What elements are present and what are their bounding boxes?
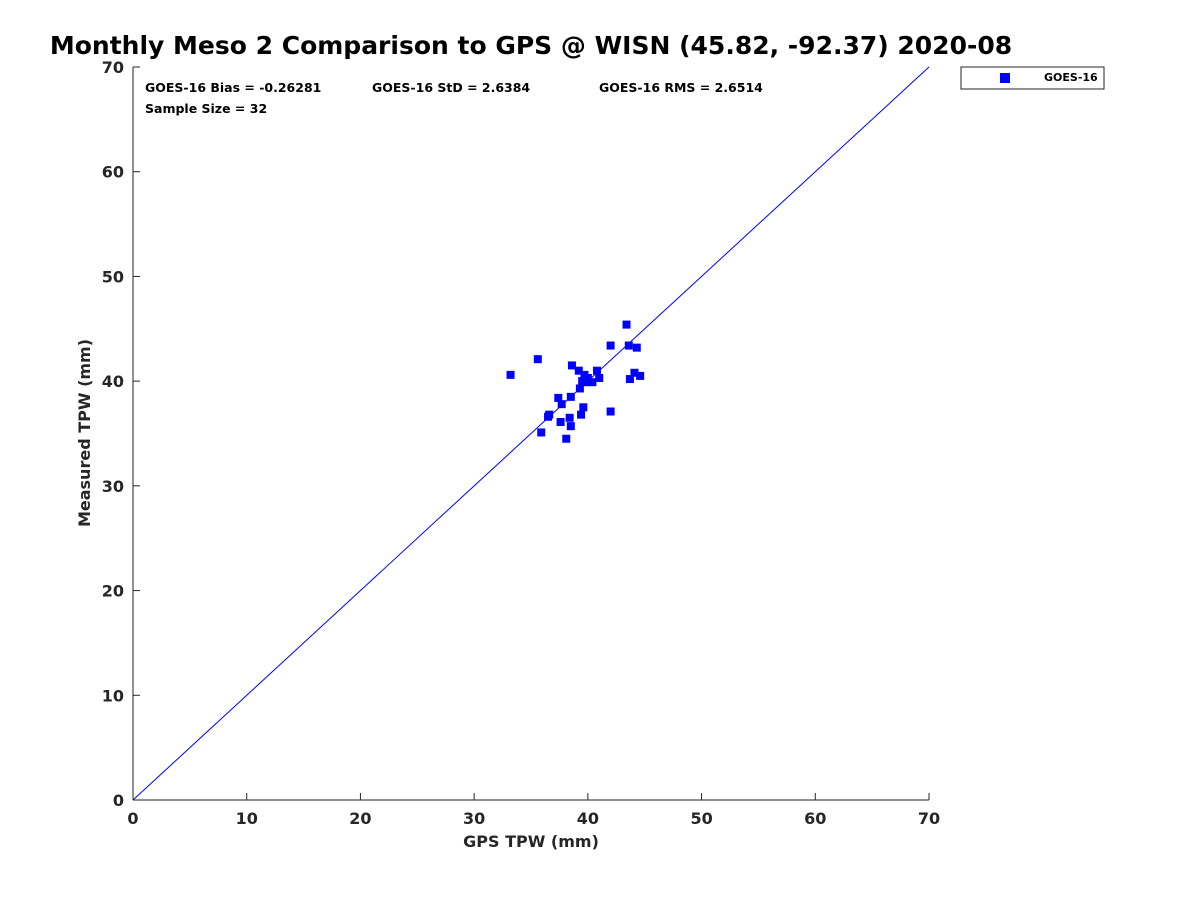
- x-tick-label-5: 50: [690, 809, 712, 828]
- x-axis-label: GPS TPW (mm): [463, 832, 599, 851]
- y-tick-label-3: 30: [102, 477, 124, 496]
- data-point-0-14: [575, 384, 584, 393]
- data-point-0-4: [545, 410, 554, 419]
- rms-stat: GOES-16 RMS = 2.6514: [599, 80, 763, 95]
- y-tick-label-6: 60: [102, 163, 124, 182]
- sample-size-stat: Sample Size = 32: [145, 101, 267, 116]
- data-point-0-25: [606, 341, 615, 350]
- data-point-0-13: [574, 366, 583, 375]
- data-point-0-17: [579, 403, 588, 412]
- y-axis-ticks: 0 10 20 30 40 50 60 70: [102, 58, 140, 810]
- bias-stat: GOES-16 Bias = -0.26281: [145, 80, 321, 95]
- data-points: [506, 320, 645, 443]
- x-tick-label-3: 30: [463, 809, 485, 828]
- data-point-0-11: [566, 392, 575, 401]
- x-tick-label-7: 70: [918, 809, 940, 828]
- x-axis-ticks: 0 10 20 30 40 50 60 70: [127, 793, 940, 828]
- data-point-0-20: [583, 374, 592, 383]
- y-tick-label-1: 10: [102, 686, 124, 705]
- data-point-0-30: [632, 343, 641, 352]
- x-tick-label-1: 10: [236, 809, 258, 828]
- data-point-0-12: [567, 361, 576, 370]
- legend: GOES-16: [960, 66, 1105, 90]
- data-point-0-23: [595, 374, 604, 383]
- y-tick-label-7: 70: [102, 58, 124, 77]
- data-point-0-1: [533, 355, 542, 364]
- data-point-0-22: [592, 366, 601, 375]
- data-point-0-29: [630, 368, 639, 377]
- x-tick-label-4: 40: [577, 809, 599, 828]
- data-point-0-0: [506, 370, 515, 379]
- data-point-0-24: [606, 407, 615, 416]
- data-point-0-6: [556, 417, 565, 426]
- data-point-0-2: [537, 428, 546, 437]
- data-point-0-8: [562, 434, 571, 443]
- y-axis-label: Measured TPW (mm): [75, 339, 94, 527]
- legend-entry-goes-16: GOES-16: [1044, 71, 1098, 84]
- plot-area: 0 10 20 30 40 50 60 70 0 10 20 30 40 50 60 70: [102, 58, 940, 828]
- std-stat: GOES-16 StD = 2.6384: [372, 80, 530, 95]
- data-point-0-28: [625, 375, 634, 384]
- legend-box: [960, 66, 1105, 90]
- data-point-0-19: [581, 378, 590, 387]
- y-tick-label-4: 40: [102, 372, 124, 391]
- data-point-0-31: [636, 371, 645, 380]
- data-point-0-21: [588, 378, 597, 387]
- data-point-0-15: [577, 410, 586, 419]
- y-tick-label-2: 20: [102, 582, 124, 601]
- one-to-one-reference-line: [132, 66, 930, 801]
- data-point-0-9: [565, 413, 574, 422]
- chart-title: Monthly Meso 2 Comparison to GPS @ WISN …: [50, 31, 1012, 60]
- y-tick-label-5: 50: [102, 267, 124, 286]
- data-point-0-5: [554, 393, 563, 402]
- data-point-0-27: [624, 341, 633, 350]
- x-tick-label-6: 60: [804, 809, 826, 828]
- data-point-0-26: [622, 320, 631, 329]
- legend-marker-square: [1000, 73, 1010, 83]
- data-point-0-7: [557, 400, 566, 409]
- data-point-0-10: [566, 422, 575, 431]
- y-tick-label-0: 0: [113, 791, 124, 810]
- x-tick-label-0: 0: [127, 809, 138, 828]
- x-tick-label-2: 20: [349, 809, 371, 828]
